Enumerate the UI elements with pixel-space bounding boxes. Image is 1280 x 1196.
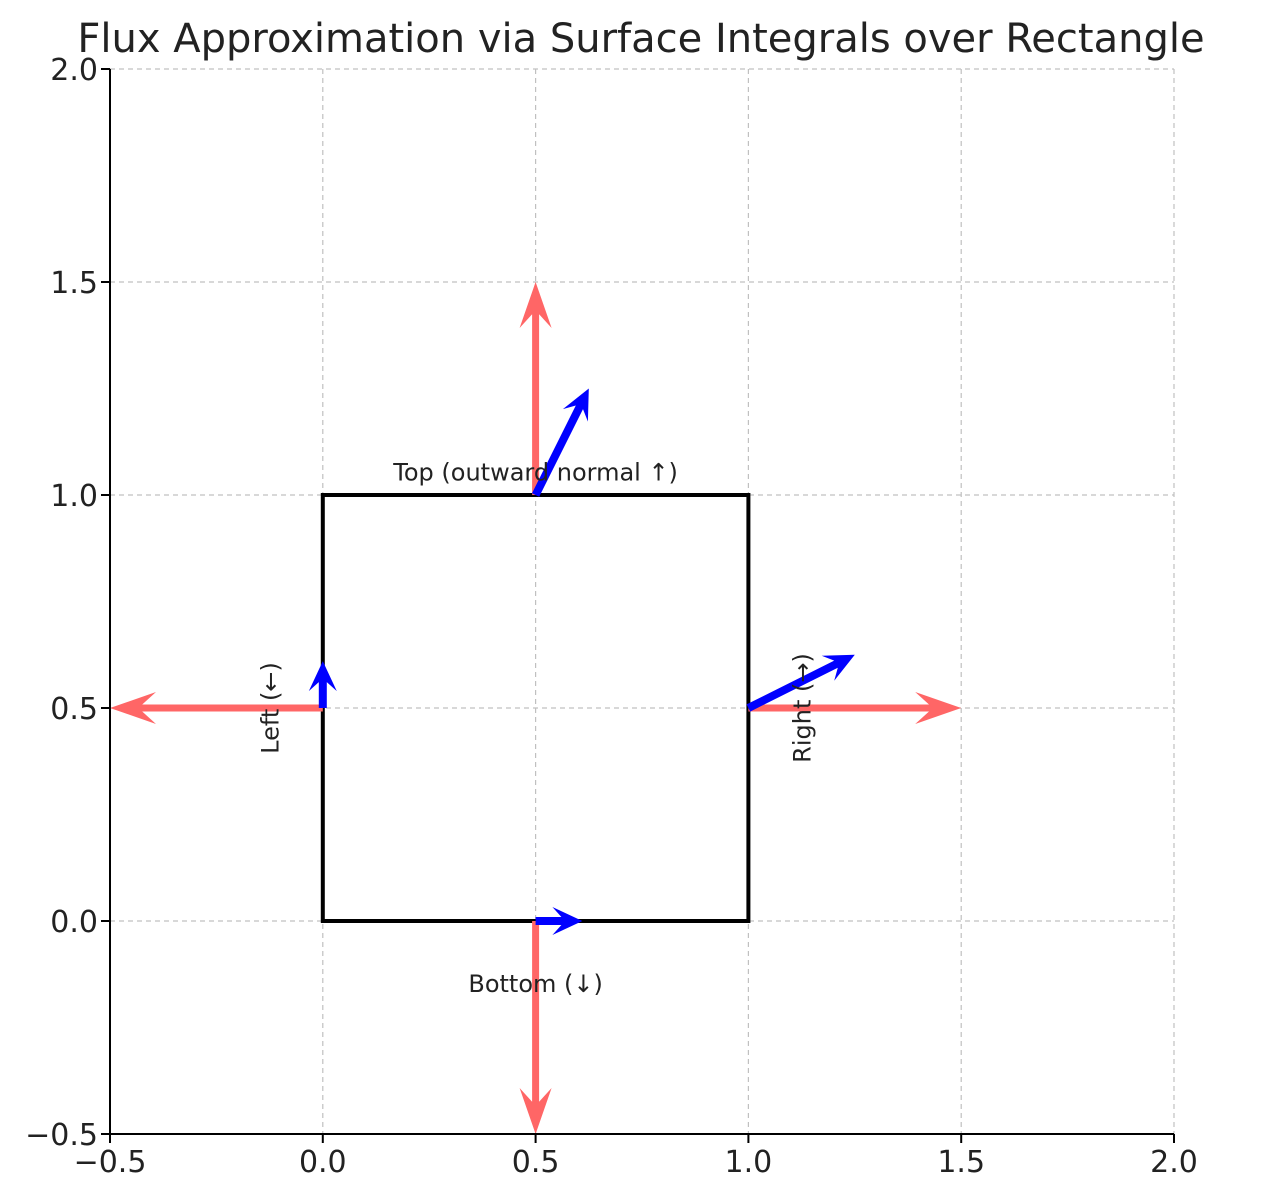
x-tick-label-5: 2.0: [1150, 1145, 1198, 1180]
chart-title: Flux Approximation via Surface Integrals…: [77, 16, 1204, 62]
top-label: Top (outward normal ↑): [392, 459, 678, 487]
bottom-field-arrow: [535, 907, 583, 935]
right-field-arrow: [746, 654, 855, 712]
tick-labels: −0.5 0.0 0.5 1.0 1.5 2.0 −0.5 0.0 0.5 1.0 1.5 2.0: [25, 53, 1198, 1180]
y-tick-label-4: 1.5: [50, 266, 98, 301]
x-tick-label-4: 1.5: [937, 1145, 985, 1180]
right-label: Right (→): [789, 653, 817, 763]
x-tick-label-0: −0.5: [74, 1145, 147, 1180]
y-tick-label-2: 0.5: [50, 692, 98, 727]
bottom-normal-arrow: [519, 921, 552, 1134]
y-tick-label-1: 0.0: [50, 905, 98, 940]
axes: [109, 69, 1174, 1135]
x-tick-label-3: 1.0: [725, 1145, 773, 1180]
x-tick-label-2: 0.5: [512, 1145, 560, 1180]
annotations: Top (outward normal ↑) Bottom (↓) Left (←)…: [257, 459, 817, 998]
normal-vectors: [110, 282, 962, 1134]
y-tick-label-3: 1.0: [50, 479, 98, 514]
right-normal-arrow: [748, 692, 962, 724]
left-field-arrow: [308, 661, 337, 708]
top-field-arrow: [532, 388, 589, 497]
left-normal-arrow: [110, 692, 323, 724]
bottom-label: Bottom (↓): [468, 970, 603, 998]
field-vectors: [308, 388, 855, 935]
y-tick-label-5: 2.0: [50, 53, 98, 88]
x-tick-label-1: 0.0: [299, 1145, 347, 1180]
top-normal-arrow: [519, 282, 552, 495]
left-label: Left (←): [257, 662, 285, 754]
y-tick-label-0: −0.5: [25, 1118, 98, 1153]
grid-lines: [109, 68, 1175, 1135]
